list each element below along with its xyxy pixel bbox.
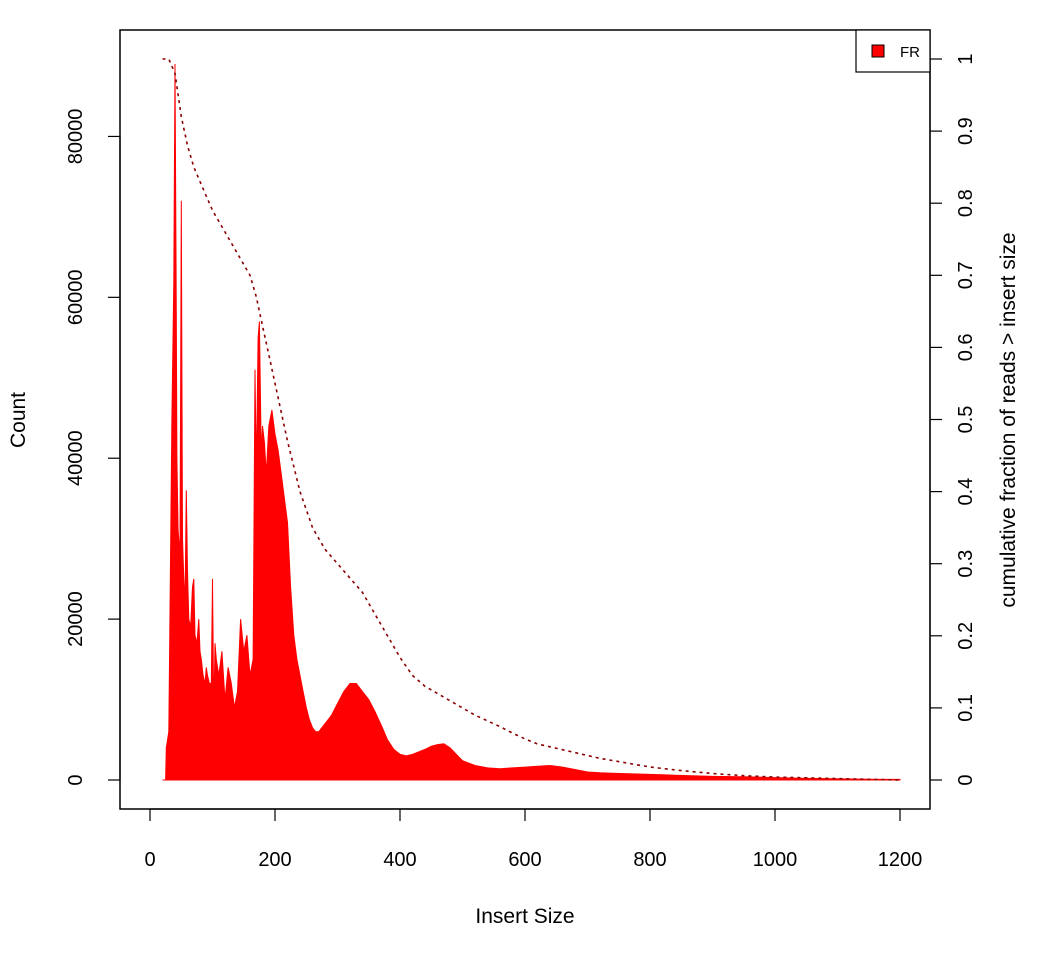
y-axis-title: Count xyxy=(7,392,30,448)
series-cumulative-line xyxy=(162,58,901,781)
legend-box xyxy=(855,29,931,73)
y-tick-label: 20000 xyxy=(65,591,87,647)
y2-tick-label: 0.4 xyxy=(955,478,977,506)
y2-tick-label: 0 xyxy=(955,774,977,785)
y2-tick-label: 0.3 xyxy=(955,550,977,578)
legend: FR xyxy=(855,29,931,73)
y-tick-label: 40000 xyxy=(65,430,87,486)
y2-tick-label: 0.1 xyxy=(955,694,977,722)
y2-tick-label: 0.9 xyxy=(955,117,977,145)
y-axis-cumulative: 0 0.1 0.2 0.3 0.4 0.5 0.6 0.7 0.8 0.9 1 xyxy=(929,53,977,786)
x-tick-label: 600 xyxy=(508,849,541,871)
x-tick-label: 0 xyxy=(144,849,155,871)
x-tick-label: 400 xyxy=(383,849,416,871)
y2-tick-label: 0.7 xyxy=(955,261,977,289)
y2-tick-label: 0.8 xyxy=(955,189,977,217)
x-axis: 0 200 400 600 800 1000 1200 xyxy=(144,808,923,871)
y2-axis-title: cumulative fraction of reads > insert si… xyxy=(997,232,1020,607)
y2-tick-label: 1 xyxy=(955,53,977,64)
legend-swatch-fr xyxy=(871,44,885,58)
x-tick-label: 200 xyxy=(258,849,291,871)
legend-label-fr: FR xyxy=(900,44,920,61)
fr-histogram-layer xyxy=(162,63,901,781)
y2-tick-label: 0.6 xyxy=(955,333,977,361)
series-fr-area xyxy=(162,63,901,781)
y-tick-label: 80000 xyxy=(65,109,87,165)
y-tick-label: 0 xyxy=(65,774,87,785)
x-tick-label: 800 xyxy=(633,849,666,871)
y2-tick-label: 0.5 xyxy=(955,406,977,434)
cumulative-fraction-layer xyxy=(162,58,901,781)
y-tick-label: 60000 xyxy=(65,270,87,326)
x-tick-label: 1200 xyxy=(878,849,923,871)
y-axis-count: 0 20000 40000 60000 80000 xyxy=(65,109,121,786)
y2-tick-label: 0.2 xyxy=(955,622,977,650)
x-axis-title: Insert Size xyxy=(475,905,574,928)
x-tick-label: 1000 xyxy=(753,849,798,871)
